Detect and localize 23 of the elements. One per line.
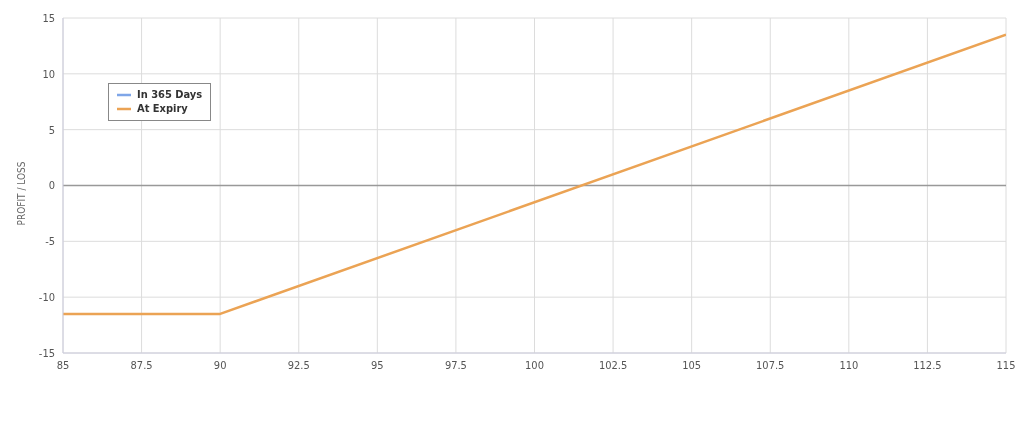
y-tick-label: -10 [38, 291, 55, 305]
x-tick-label: 90 [213, 358, 227, 372]
x-tick-label: 85 [56, 358, 70, 372]
y-tick-label: 5 [48, 123, 55, 137]
y-tick-label: -5 [45, 235, 55, 249]
x-tick-label: 100 [525, 358, 544, 372]
x-tick-label: 92.5 [287, 358, 310, 372]
y-tick-label: 15 [42, 11, 55, 25]
y-axis-title: PROFIT / LOSS [15, 161, 27, 226]
x-tick-label: 107.5 [756, 358, 785, 372]
x-tick-label: 97.5 [444, 358, 467, 372]
y-tick-label: -15 [38, 346, 55, 360]
x-tick-label: 105 [682, 358, 702, 372]
x-tick-label: 102.5 [598, 358, 628, 372]
x-tick-label: 95 [371, 358, 384, 372]
y-tick-label: 0 [48, 179, 55, 193]
x-tick-label: 87.5 [130, 358, 153, 372]
y-tick-label: 10 [42, 67, 55, 81]
x-tick-label: 115 [996, 358, 1016, 372]
legend-label: In 365 Days [137, 88, 203, 102]
x-tick-label: 112.5 [913, 358, 942, 372]
legend-label: At Expiry [137, 102, 188, 116]
x-tick-label: 110 [839, 358, 859, 372]
